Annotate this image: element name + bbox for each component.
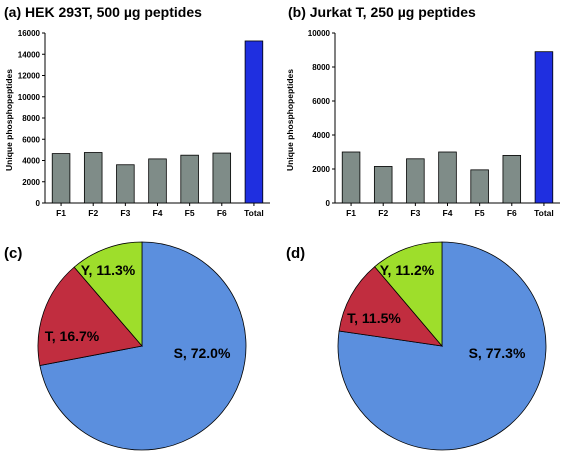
- pie-slice: [39, 241, 247, 451]
- x-tick-label: F5: [475, 208, 485, 218]
- y-tick-label: 4000: [22, 157, 40, 166]
- x-tick-label: F2: [88, 208, 98, 218]
- x-tick-label: F5: [185, 208, 195, 218]
- y-tick-label: 16000: [18, 29, 41, 38]
- pie-slice: [337, 241, 547, 451]
- chart-title: (a) HEK 293T, 500 µg peptides: [4, 4, 202, 20]
- bar: [534, 51, 554, 204]
- y-tick-label: 8000: [22, 114, 40, 123]
- y-axis-label: Unique phosphopeptides: [285, 69, 295, 171]
- bar: [244, 40, 264, 204]
- bar: [148, 158, 167, 204]
- y-tick-label: 6000: [22, 135, 40, 144]
- bar: [180, 154, 199, 204]
- pie-slice: [338, 266, 443, 347]
- bar: [341, 151, 361, 204]
- chart-title: (b) Jurkat T, 250 µg peptides: [288, 4, 476, 20]
- y-tick-label: 6000: [312, 97, 330, 106]
- bar: [116, 164, 135, 204]
- y-tick-label: 10000: [18, 93, 41, 102]
- y-tick-label: 2000: [22, 178, 40, 187]
- slice-label: Y, 11.2%: [380, 262, 435, 278]
- bar: [51, 153, 71, 204]
- x-tick-label: F6: [217, 208, 227, 218]
- slice-label: S, 77.3%: [469, 345, 526, 361]
- bar-chart-hek293t: (a) HEK 293T, 500 µg peptides Unique pho…: [4, 4, 270, 218]
- panel-label: (c): [4, 245, 22, 262]
- bar: [502, 154, 522, 204]
- pie-slice: [73, 241, 143, 348]
- x-tick-label: Total: [534, 208, 554, 218]
- y-tick-label: 0: [36, 199, 41, 208]
- pie-slice: [374, 241, 443, 348]
- x-tick-label: F2: [378, 208, 388, 218]
- y-tick-label: 14000: [18, 50, 41, 59]
- y-tick-label: 10000: [308, 29, 331, 38]
- y-tick-label: 4000: [312, 131, 330, 140]
- bar: [373, 166, 393, 204]
- y-tick-label: 8000: [312, 63, 330, 72]
- x-tick-label: F4: [153, 208, 163, 218]
- bar: [470, 169, 489, 204]
- bar-chart-jurkat: (b) Jurkat T, 250 µg peptides Unique pho…: [285, 4, 560, 218]
- y-tick-label: 0: [326, 199, 331, 208]
- y-tick-label: 12000: [18, 72, 41, 81]
- x-tick-label: F1: [56, 208, 66, 218]
- x-tick-label: F3: [120, 208, 130, 218]
- x-tick-label: F6: [507, 208, 517, 218]
- pie-slice: [37, 266, 143, 366]
- x-tick-label: Total: [244, 208, 264, 218]
- bar: [406, 158, 425, 204]
- bar: [212, 152, 232, 204]
- y-axis-label: Unique phosphopeptides: [4, 69, 14, 171]
- bar: [438, 151, 457, 204]
- slice-label: T, 11.5%: [347, 310, 401, 326]
- pie-chart-jurkat: (d) S, 77.3% T, 11.5% Y, 11.2%: [286, 241, 547, 451]
- slice-label: Y, 11.3%: [81, 262, 136, 278]
- y-tick-label: 2000: [312, 165, 330, 174]
- x-tick-label: F1: [346, 208, 356, 218]
- pie-chart-hek293t: (c) S, 72.0% T, 16.7% Y, 11.3%: [4, 241, 247, 451]
- panel-label: (d): [286, 245, 305, 262]
- x-tick-label: F3: [410, 208, 420, 218]
- slice-label: T, 16.7%: [45, 328, 100, 344]
- x-tick-label: F4: [443, 208, 453, 218]
- slice-label: S, 72.0%: [174, 345, 231, 361]
- bar: [83, 152, 103, 204]
